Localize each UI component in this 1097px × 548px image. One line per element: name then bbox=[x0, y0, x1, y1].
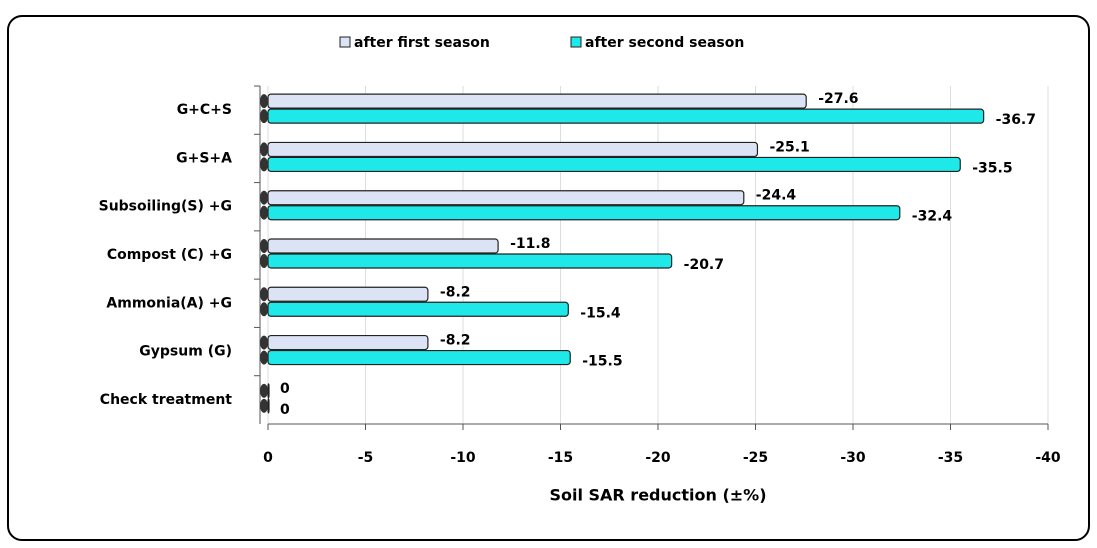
bar bbox=[267, 190, 745, 206]
data-label: -36.7 bbox=[996, 112, 1036, 128]
y-tick-label: Subsoiling(S) +G bbox=[99, 199, 232, 215]
bar-end bbox=[260, 142, 268, 157]
bar bbox=[267, 349, 571, 366]
data-label: -8.2 bbox=[440, 333, 471, 349]
bar bbox=[267, 286, 429, 302]
bar bbox=[267, 301, 569, 317]
x-axis-label: Soil SAR reduction (±%) bbox=[549, 486, 766, 505]
y-tick-label: Check treatment bbox=[100, 392, 233, 408]
data-label: -15.4 bbox=[580, 305, 621, 321]
data-label: -15.5 bbox=[582, 354, 622, 370]
x-tick-label: -5 bbox=[358, 450, 374, 466]
x-tick-label: -30 bbox=[840, 450, 866, 466]
bar bbox=[267, 108, 985, 124]
legend-label: after second season bbox=[585, 35, 744, 51]
bar bbox=[267, 156, 961, 173]
bar-end bbox=[260, 205, 268, 220]
y-tick-label: Ammonia(A) +G bbox=[106, 295, 232, 311]
x-tick-label: 0 bbox=[263, 450, 273, 466]
data-label: -11.8 bbox=[510, 236, 550, 252]
data-label: -24.4 bbox=[756, 188, 797, 204]
bar bbox=[267, 398, 270, 414]
data-label: -25.1 bbox=[769, 139, 809, 155]
bar-end bbox=[260, 94, 268, 109]
bar-end bbox=[260, 190, 268, 205]
x-tick-label: -25 bbox=[743, 450, 768, 466]
x-tick-label: -40 bbox=[1035, 450, 1061, 466]
bar bbox=[267, 383, 270, 399]
legend-label: after first season bbox=[354, 35, 490, 51]
legend-swatch bbox=[339, 36, 351, 48]
bar bbox=[267, 238, 499, 254]
bar bbox=[267, 141, 759, 158]
data-label: -20.7 bbox=[684, 257, 724, 273]
bar bbox=[267, 205, 901, 221]
x-tick-label: -35 bbox=[938, 450, 963, 466]
x-tick-label: -10 bbox=[450, 450, 476, 466]
bar-end bbox=[260, 383, 268, 398]
bar bbox=[267, 334, 429, 351]
bar bbox=[267, 253, 673, 269]
bar-end bbox=[260, 109, 268, 124]
bar-end bbox=[260, 254, 268, 268]
data-label: -32.4 bbox=[912, 209, 953, 225]
data-label: 0 bbox=[280, 381, 290, 397]
bar-end bbox=[260, 398, 268, 413]
bar-end bbox=[260, 239, 268, 253]
y-tick-label: Compost (C) +G bbox=[107, 247, 232, 263]
data-label: -35.5 bbox=[972, 160, 1012, 176]
bar-end bbox=[260, 302, 268, 317]
y-tick-label: G+S+A bbox=[176, 150, 232, 166]
bar bbox=[267, 93, 807, 109]
y-tick-label: Gypsum (G) bbox=[139, 344, 232, 360]
x-tick-label: -15 bbox=[548, 450, 573, 466]
bar-end bbox=[260, 335, 268, 350]
data-label: -8.2 bbox=[440, 284, 471, 300]
data-label: 0 bbox=[280, 402, 290, 418]
bar-end bbox=[260, 350, 268, 365]
bar-end bbox=[260, 287, 268, 302]
y-tick-label: G+C+S bbox=[177, 102, 232, 118]
legend-swatch bbox=[570, 36, 582, 48]
bar-end bbox=[260, 157, 268, 172]
x-tick-label: -20 bbox=[645, 450, 671, 466]
data-label: -27.6 bbox=[818, 91, 858, 107]
